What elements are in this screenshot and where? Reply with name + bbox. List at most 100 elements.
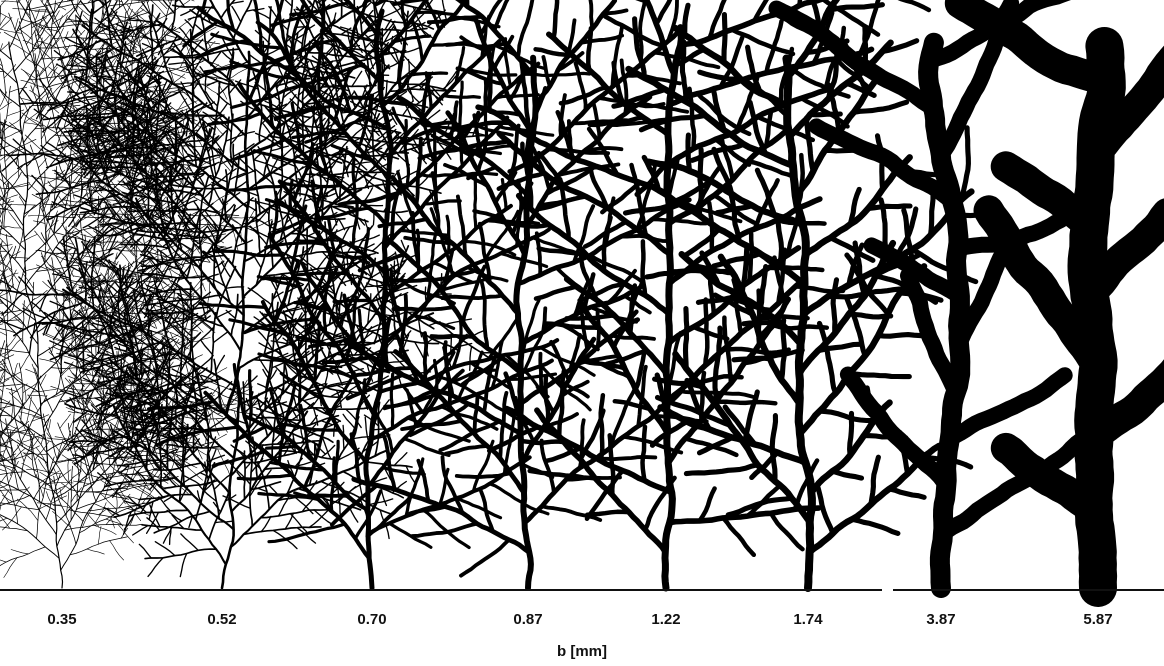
branch [0, 518, 7, 547]
branch [213, 332, 227, 343]
branch [0, 6, 1, 48]
branch [127, 20, 151, 22]
branch [339, 219, 345, 230]
branch [68, 423, 79, 482]
branch [0, 495, 39, 510]
branch [21, 235, 37, 243]
branch [174, 284, 192, 300]
dendrites [0, 0, 1164, 592]
branch [261, 516, 271, 531]
branch [180, 554, 186, 577]
branch [4, 32, 20, 41]
branch [0, 371, 56, 534]
branch [148, 558, 163, 577]
branch [48, 0, 60, 1]
branch [175, 83, 199, 84]
branch [158, 401, 159, 419]
branch [181, 534, 198, 550]
branch [155, 542, 175, 556]
branch [45, 176, 61, 184]
branch [45, 216, 75, 217]
branch [63, 15, 67, 26]
branch [145, 549, 216, 559]
branch [248, 288, 272, 306]
branch [226, 287, 244, 289]
branch [26, 29, 36, 44]
branch [45, 24, 87, 28]
branch [61, 355, 62, 373]
branch [373, 213, 374, 225]
branch [94, 525, 116, 534]
branch [133, 526, 148, 535]
branch [68, 92, 80, 94]
branch [35, 9, 39, 20]
branch [132, 486, 153, 498]
branch [110, 517, 114, 528]
branch [387, 361, 405, 363]
branch [352, 71, 362, 86]
branch [93, 450, 94, 462]
branch [0, 431, 59, 559]
branch [0, 226, 20, 228]
branch [37, 68, 44, 78]
branch [29, 4, 35, 70]
branch [207, 81, 218, 86]
branch [0, 185, 4, 196]
branch [283, 363, 284, 393]
branch [20, 22, 40, 97]
branch [27, 469, 63, 473]
branch [298, 370, 299, 382]
branch [7, 110, 24, 116]
branch [256, 230, 267, 244]
branch [185, 20, 193, 29]
branch [82, 506, 92, 528]
branch [0, 514, 10, 528]
branch [40, 359, 57, 364]
branch [19, 363, 23, 423]
branch [13, 139, 32, 154]
branch [470, 347, 472, 371]
branch [57, 198, 67, 205]
branch [0, 490, 27, 492]
branch [0, 346, 29, 353]
branch [92, 242, 134, 243]
branch [4, 558, 17, 578]
branch [216, 356, 225, 372]
branch [394, 453, 407, 466]
branch [74, 413, 89, 423]
branch [0, 84, 1, 138]
branch [322, 86, 376, 87]
branch [24, 112, 38, 123]
branch [79, 351, 91, 352]
branch [368, 325, 379, 330]
branch [54, 469, 58, 480]
branch [0, 17, 12, 30]
branch [201, 341, 212, 355]
branch [169, 63, 187, 65]
branch [12, 257, 30, 258]
branch [26, 0, 73, 10]
branch [87, 549, 104, 554]
branch [110, 541, 124, 560]
branch [110, 12, 117, 22]
branch [369, 499, 392, 505]
branch [29, 396, 38, 411]
branch [65, 524, 142, 530]
branch [19, 28, 33, 40]
branch [205, 76, 206, 94]
branch [415, 342, 424, 358]
branch [71, 466, 73, 520]
branch [297, 27, 309, 28]
branch [176, 406, 177, 424]
branch [0, 102, 12, 115]
branch [0, 241, 2, 294]
branch [83, 344, 84, 374]
branch [0, 183, 8, 242]
branch [272, 412, 276, 460]
branch [98, 527, 101, 545]
branch [159, 0, 168, 9]
branch [35, 12, 53, 13]
branch [172, 515, 184, 529]
